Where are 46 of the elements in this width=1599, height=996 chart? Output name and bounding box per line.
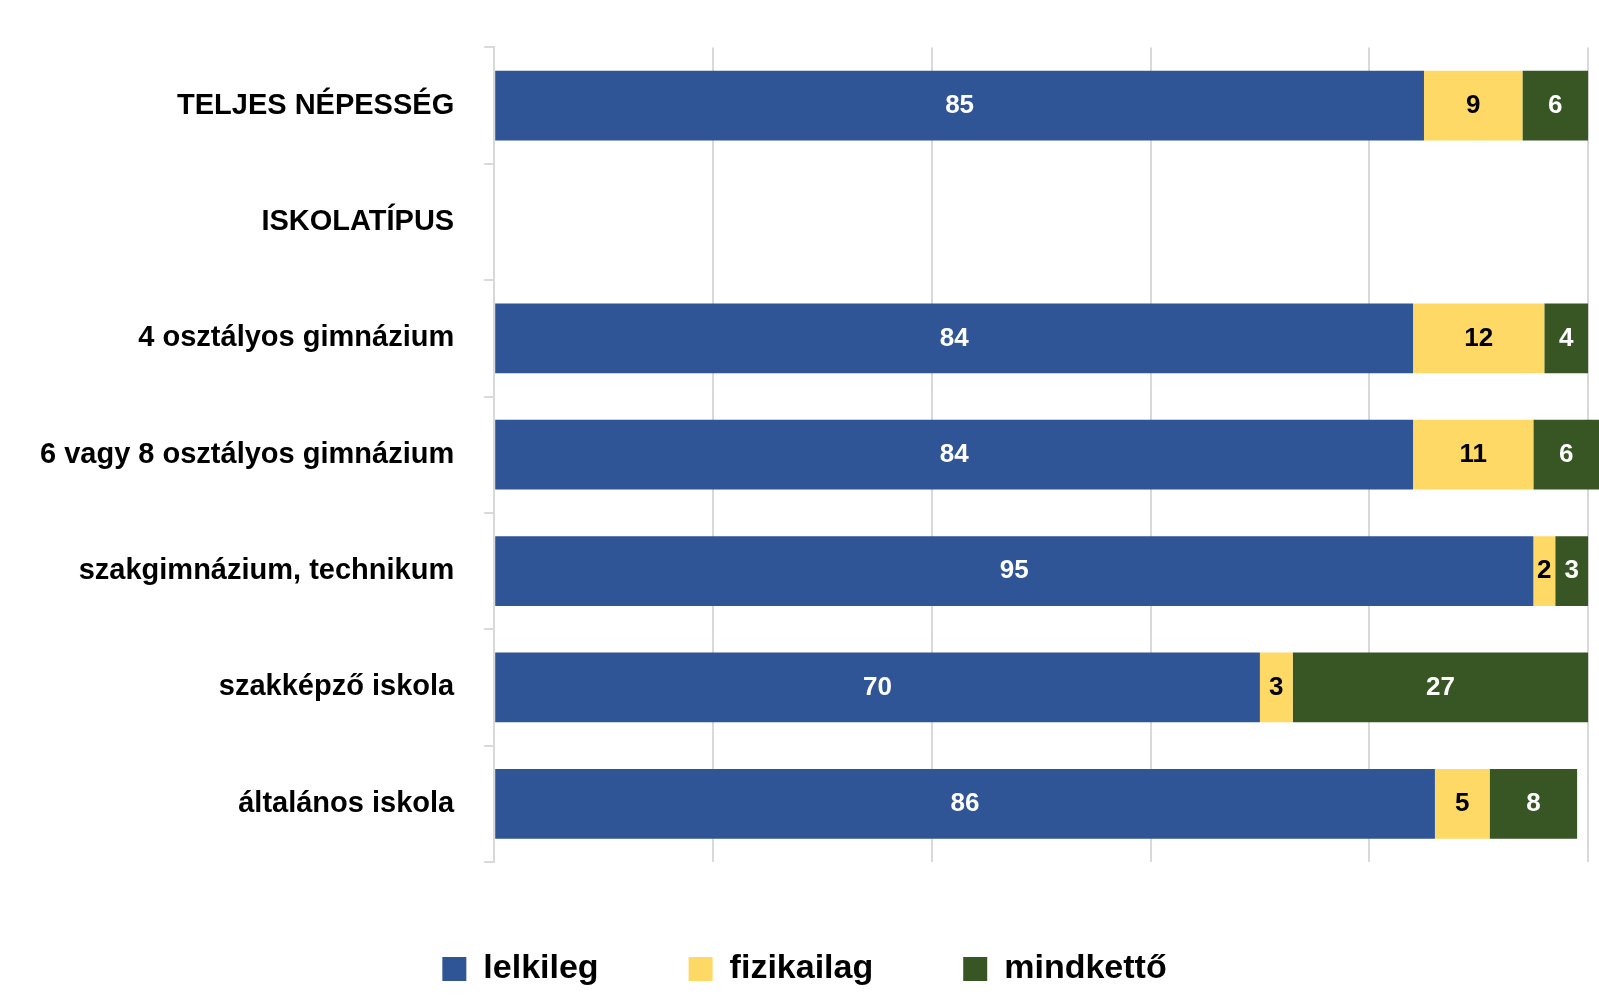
data-label: 27 (1425, 670, 1455, 701)
data-label: 3 (1564, 554, 1579, 585)
legend-label: lelkileg (483, 947, 599, 986)
bar (495, 70, 1424, 141)
bar (1533, 419, 1599, 490)
bar (1434, 768, 1490, 839)
bar (1522, 70, 1589, 141)
y-tick-label: 6 vagy 8 osztályos gimnázium (40, 436, 455, 469)
bar (1423, 70, 1523, 141)
y-tick-label: általános iskola (238, 785, 456, 818)
y-tick-label: szakképző iskola (218, 669, 456, 702)
data-label: 11 (1459, 437, 1487, 468)
data-label: 95 (999, 554, 1029, 585)
y-tick-label: szakgimnázium, technikum (78, 553, 455, 586)
data-label: 12 (1464, 321, 1494, 352)
data-label: 4 (1558, 321, 1574, 352)
y-tick-label: TELJES NÉPESSÉG (177, 86, 455, 120)
y-tick-label: ISKOLATÍPUS (261, 202, 455, 236)
data-label: 70 (863, 670, 893, 701)
legend-label: mindkettő (1004, 947, 1167, 986)
bar (1489, 768, 1578, 839)
bar (1292, 652, 1589, 723)
data-label: 84 (939, 437, 970, 468)
legend-label: fizikailag (729, 947, 874, 986)
data-label: 3 (1269, 670, 1284, 701)
data-label: 86 (950, 786, 980, 817)
bar (1413, 419, 1534, 490)
bar (495, 768, 1435, 839)
data-label: 84 (939, 321, 970, 352)
bar (495, 419, 1414, 490)
y-tick-label: 4 osztályos gimnázium (138, 320, 455, 353)
bar (495, 536, 1534, 606)
data-label: 6 (1548, 88, 1563, 119)
bar (1544, 303, 1589, 374)
bar (1555, 536, 1589, 606)
bar (1533, 536, 1556, 606)
data-label: 2 (1537, 554, 1552, 585)
data-label: 5 (1455, 786, 1470, 817)
bar (1413, 303, 1545, 374)
data-label: 6 (1558, 437, 1574, 468)
bar (495, 303, 1414, 374)
data-label: 8 (1526, 786, 1541, 817)
bar (1259, 652, 1293, 723)
data-label: 85 (945, 88, 975, 119)
bar (495, 652, 1260, 723)
data-label: 9 (1465, 88, 1481, 119)
